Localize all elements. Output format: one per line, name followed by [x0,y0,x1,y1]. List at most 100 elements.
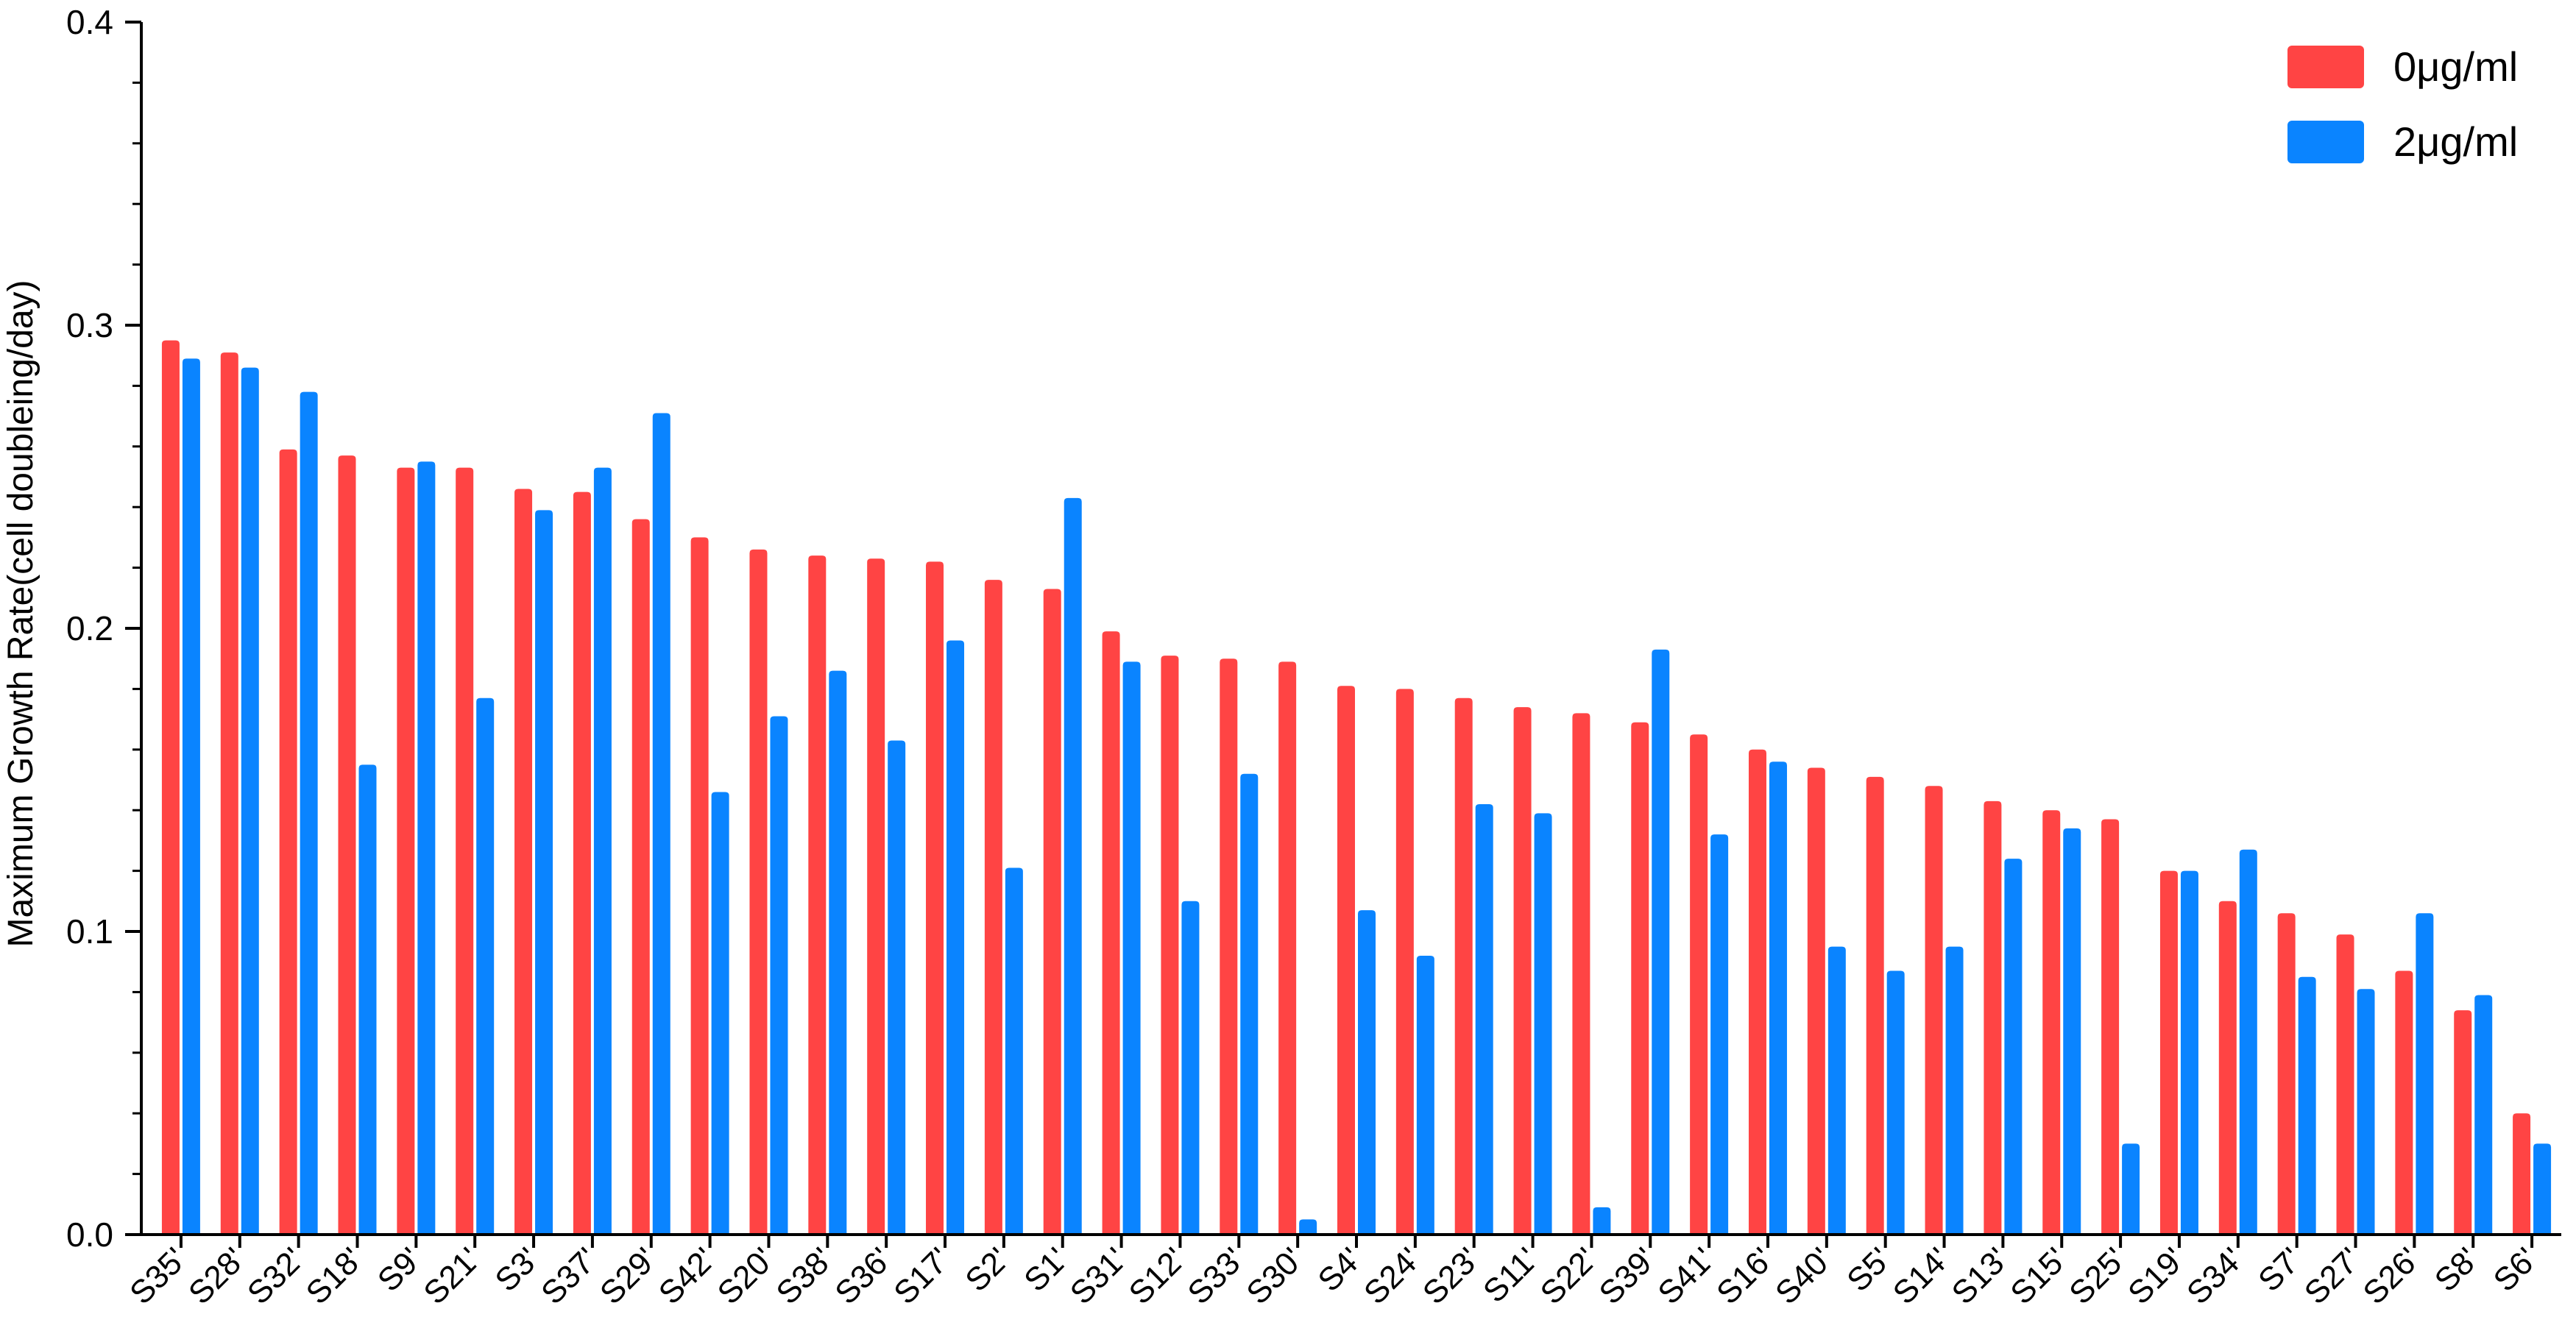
bar-treated [2416,913,2434,1235]
x-tick-label: S33' [1181,1240,1251,1311]
bar-treated [358,764,377,1235]
bar-treated [770,716,788,1235]
x-tick-label: S40' [1769,1240,1839,1311]
legend: 0μg/ml 2μg/ml [2287,43,2518,165]
x-tick-label: S31' [1064,1240,1134,1311]
bar-control [1337,686,1355,1235]
bar-treated [2298,976,2316,1235]
x-tick-label: S18' [300,1240,370,1311]
bar-treated [2180,870,2198,1235]
bar-treated [711,792,729,1235]
x-tick-label: S26' [2356,1240,2427,1311]
bar-treated [1181,901,1200,1235]
bar-control [2513,1113,2531,1235]
bar-treated [1534,813,1552,1235]
bar-treated [417,461,436,1235]
x-tick-label: S15' [2003,1240,2074,1311]
bar-treated [1827,946,1846,1235]
bar-control [1748,749,1766,1235]
bar-treated [1769,761,1787,1235]
x-tick-label: S22' [1534,1240,1604,1311]
x-ticks: S35'S28'S32'S18' S9'S21' S3'S37'S29'S42'S2… [123,1235,2544,1311]
legend-label: 2μg/ml [2393,118,2518,165]
bar-control [1925,786,1943,1235]
x-tick-label: S24' [1357,1240,1428,1311]
x-tick-label: S39' [1592,1240,1663,1311]
bar-treated [2122,1143,2140,1235]
bar-treated [652,413,670,1235]
x-tick-label: S25' [2062,1240,2133,1311]
x-tick-label: S27' [2298,1240,2368,1311]
x-tick-label: S17' [887,1240,958,1311]
x-tick-label: S42' [652,1240,723,1311]
y-axis-title: Maximum Growth Rate(cell doubleing/day) [1,280,40,947]
bar-control [2159,870,2178,1235]
x-tick-label: S8' [2428,1240,2486,1299]
bar-treated [2239,849,2257,1235]
x-tick-label: S34' [2180,1240,2251,1311]
x-tick-label: S2' [958,1240,1016,1299]
bar-treated [2474,995,2493,1235]
bar-treated [1593,1207,1611,1235]
bar-treated [182,358,200,1235]
bar-control [1102,631,1120,1235]
bar-control [926,561,944,1235]
bar-treated [1475,803,1493,1235]
bar-control [514,489,533,1235]
bar-control [631,519,650,1235]
bar-treated [946,640,965,1235]
bar-control [1807,767,1825,1235]
bar-control [2454,1010,2472,1235]
x-tick-label: S16' [1710,1240,1780,1311]
x-tick-label: S32' [241,1240,311,1311]
bar-control [1631,722,1649,1235]
bar-control [1690,734,1708,1235]
bar-treated [535,510,553,1235]
y-tick-label: 0.2 [66,609,113,647]
legend-label: 0μg/ml [2393,43,2518,90]
bar-treated [476,697,495,1235]
bar-control [2218,901,2237,1235]
bar-treated [2004,859,2023,1235]
x-tick-label: S14' [1886,1240,1957,1311]
bar-control [2101,819,2120,1235]
x-tick-label: S6' [2487,1240,2545,1299]
bar-treated [2533,1143,2552,1235]
bar-control [1161,656,1179,1235]
bar-control [2277,913,2296,1235]
bar-treated [888,740,906,1235]
x-tick-label: S37' [534,1240,605,1311]
bar-treated [1122,661,1141,1235]
bar-treated [1710,834,1729,1235]
x-tick-label: S41' [1651,1240,1722,1311]
bar-treated [1945,946,1964,1235]
x-tick-label: S13' [1945,1240,2016,1311]
bar-control [573,491,591,1235]
x-tick-label: S20' [711,1240,782,1311]
bar-treated [1416,955,1434,1235]
x-tick-label: S11' [1476,1240,1546,1310]
bar-control [1395,689,1414,1235]
y-tick-label: 0.4 [66,3,113,41]
bar-control [397,467,415,1235]
bar-control [867,558,885,1235]
bar-control [2395,970,2413,1235]
bar-treated [300,391,318,1235]
bar-treated [593,467,612,1235]
bar-control [1866,776,1884,1235]
bar-treated [1652,649,1670,1235]
x-tick-label: S19' [2121,1240,2192,1311]
x-tick-label: S30' [1239,1240,1310,1311]
bar-control [456,467,474,1235]
bar-control [220,352,238,1235]
legend-swatch [2287,46,2364,88]
bars-layer [161,340,2552,1235]
x-tick-label: S21' [417,1240,487,1311]
bar-treated [1358,910,1376,1235]
x-tick-label: S38' [769,1240,840,1311]
bar-control [279,449,297,1235]
bar-treated [1299,1219,1317,1235]
bar-control [161,340,180,1235]
